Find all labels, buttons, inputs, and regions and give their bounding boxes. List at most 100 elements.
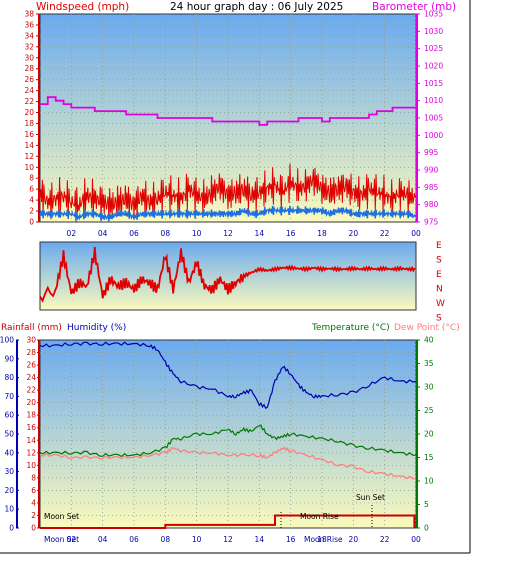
barometer-tick-label: 1000 <box>424 131 443 140</box>
direction-label: N <box>436 285 443 295</box>
temperature-tick-label: 25 <box>424 406 434 415</box>
humidity-tick-label: 90 <box>4 354 14 363</box>
bottom-time-tick-label: 02 <box>67 535 77 544</box>
top-time-tick-label: 16 <box>286 229 296 238</box>
windspeed-tick-label: 0 <box>29 218 34 227</box>
wind-direction-panel <box>39 241 417 311</box>
windspeed-tick-label: 18 <box>24 119 34 128</box>
top-time-tick-label: 00 <box>411 229 421 238</box>
wind-gust-line <box>39 163 416 223</box>
windspeed-tick-label: 8 <box>29 174 34 183</box>
direction-label: W <box>436 299 445 309</box>
temperature-line <box>39 424 417 458</box>
rainfall-tick-label: 24 <box>26 373 36 382</box>
bottom-time-tick-label: 18 <box>317 535 327 544</box>
rainfall-tick-label: 22 <box>26 386 36 395</box>
temperature-tick-label: 10 <box>424 477 434 486</box>
windspeed-tick-label: 16 <box>24 130 34 139</box>
humidity-tick-label: 40 <box>4 448 14 457</box>
windspeed-tick-label: 34 <box>24 31 34 40</box>
windspeed-tick-label: 10 <box>24 163 34 172</box>
windspeed-tick-label: 32 <box>24 42 34 51</box>
rainfall-tick-label: 10 <box>26 461 36 470</box>
humidity-tick-label: 100 <box>0 336 14 345</box>
dew-point-axis-label: Dew Point (°C) <box>394 323 460 333</box>
top-time-tick-label: 18 <box>317 229 327 238</box>
wind-baro-series <box>39 96 416 223</box>
humidity-y-axis: 0 10 20 30 40 50 60 70 80 90 100 <box>0 336 19 533</box>
temperature-tick-label: 5 <box>424 500 429 509</box>
rainfall-tick-label: 20 <box>26 398 36 407</box>
temperature-tick-label: 20 <box>424 430 434 439</box>
temperature-y-axis: 0 5 10 15 20 25 30 35 40 <box>416 336 434 533</box>
rainfall-tick-label: 30 <box>26 336 36 345</box>
rainfall-tick-label: 4 <box>31 498 36 507</box>
temperature-tick-label: 15 <box>424 453 434 462</box>
bottom-time-tick-label: 16 <box>286 535 296 544</box>
bottom-time-tick-label: 06 <box>129 535 139 544</box>
windspeed-tick-label: 30 <box>24 53 34 62</box>
bottom-time-tick-label: 14 <box>255 535 265 544</box>
rainfall-tick-label: 0 <box>31 524 36 533</box>
bottom-time-tick-label: 08 <box>161 535 171 544</box>
rainfall-tick-label: 2 <box>31 511 36 520</box>
rainfall-tick-label: 12 <box>26 448 36 457</box>
chart-title: 24 hour graph day : 06 July 2025 <box>170 1 343 13</box>
top-time-tick-label: 04 <box>98 229 108 238</box>
windspeed-tick-label: 6 <box>29 185 34 194</box>
sun-set-annotation: Sun Set <box>356 493 385 502</box>
temperature-axis-label: Temperature (°C) <box>311 323 390 333</box>
top-time-tick-label: 06 <box>129 229 139 238</box>
windspeed-tick-label: 36 <box>24 20 34 29</box>
barometer-y-axis: 975 980 985 990 995 1000 1005 1010 1015 1020 1025 1… <box>416 10 443 227</box>
temp-humidity-grid <box>40 340 417 528</box>
direction-label: S <box>436 314 442 324</box>
barometer-tick-label: 1025 <box>424 44 443 53</box>
rainfall-tick-label: 14 <box>26 436 36 445</box>
moon-rise-annotation: Moon Rise <box>300 512 339 521</box>
rainfall-line <box>40 514 416 529</box>
barometer-axis-label: Barometer (mb) <box>372 1 456 13</box>
barometer-tick-label: 980 <box>424 200 439 209</box>
bottom-time-tick-label: 22 <box>380 535 390 544</box>
barometer-tick-label: 990 <box>424 166 439 175</box>
bottom-time-tick-label: 00 <box>411 535 421 544</box>
humidity-tick-label: 10 <box>4 505 14 514</box>
top-time-tick-label: 02 <box>67 229 77 238</box>
moon-set-annotation: Moon Set <box>44 512 79 521</box>
wind-direction-series <box>39 246 416 303</box>
humidity-line <box>39 341 417 410</box>
windspeed-tick-label: 24 <box>24 86 34 95</box>
top-time-tick-label: 14 <box>255 229 265 238</box>
humidity-tick-label: 80 <box>4 373 14 382</box>
dew-point-line <box>39 446 417 480</box>
temperature-tick-label: 40 <box>424 336 434 345</box>
barometer-tick-label: 1030 <box>424 27 443 36</box>
rainfall-tick-label: 18 <box>26 411 36 420</box>
windspeed-tick-label: 38 <box>24 10 34 19</box>
windspeed-tick-label: 26 <box>24 75 34 84</box>
barometer-tick-label: 985 <box>424 183 439 192</box>
moon-rise-axis-note: Moon Rise <box>304 535 343 544</box>
rainfall-tick-label: 6 <box>31 486 36 495</box>
windspeed-axis-label: Windspeed (mph) <box>36 1 129 13</box>
windspeed-tick-label: 12 <box>24 152 34 161</box>
bottom-time-tick-label: 10 <box>192 535 202 544</box>
rainfall-tick-label: 16 <box>26 423 36 432</box>
rainfall-tick-label: 26 <box>26 361 36 370</box>
top-time-tick-label: 10 <box>192 229 202 238</box>
barometer-tick-label: 1020 <box>424 62 443 71</box>
barometer-tick-label: 1015 <box>424 79 443 88</box>
humidity-tick-label: 60 <box>4 411 14 420</box>
barometer-tick-label: 1010 <box>424 96 443 105</box>
rainfall-tick-label: 8 <box>31 473 36 482</box>
direction-label: E <box>436 270 442 280</box>
rainfall-tick-label: 28 <box>26 348 36 357</box>
windspeed-tick-label: 28 <box>24 64 34 73</box>
temperature-tick-label: 0 <box>424 524 429 533</box>
moon-set-axis-note: Moon Set <box>44 535 79 544</box>
